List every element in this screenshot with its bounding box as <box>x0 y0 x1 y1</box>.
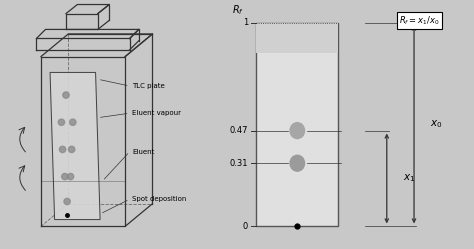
Text: $R_f = x_1/x_0$: $R_f = x_1/x_0$ <box>399 14 440 27</box>
Text: $x_0$: $x_0$ <box>430 119 443 130</box>
Circle shape <box>63 92 69 98</box>
Text: $x_1$: $x_1$ <box>403 173 416 185</box>
Bar <box>256 23 338 226</box>
Circle shape <box>59 146 66 153</box>
Text: 0.47: 0.47 <box>230 126 248 135</box>
Circle shape <box>70 119 76 125</box>
Polygon shape <box>50 72 100 220</box>
Circle shape <box>64 198 70 205</box>
Text: TLC plate: TLC plate <box>132 83 164 89</box>
Circle shape <box>68 146 75 153</box>
Text: Eluent vapour: Eluent vapour <box>132 110 181 116</box>
Text: 0: 0 <box>243 222 248 231</box>
Text: 1: 1 <box>243 18 248 27</box>
Text: Spot deposition: Spot deposition <box>132 196 186 202</box>
Text: $R_f$: $R_f$ <box>232 3 244 16</box>
Ellipse shape <box>289 122 305 139</box>
Circle shape <box>67 173 74 180</box>
Circle shape <box>62 173 68 180</box>
Text: 0.31: 0.31 <box>230 159 248 168</box>
Bar <box>256 23 338 53</box>
Circle shape <box>58 119 64 125</box>
Ellipse shape <box>289 155 305 172</box>
Text: Eluent: Eluent <box>132 149 155 155</box>
